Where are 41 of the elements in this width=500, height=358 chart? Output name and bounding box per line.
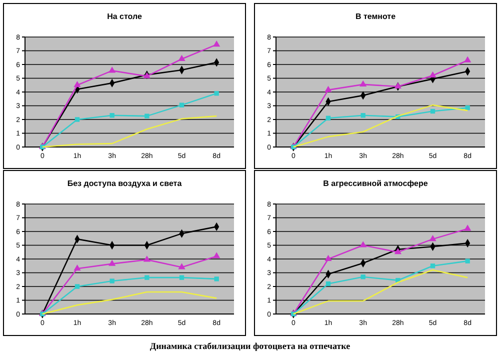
point xyxy=(465,105,470,110)
point xyxy=(360,274,366,280)
point xyxy=(429,234,436,242)
point xyxy=(178,54,186,62)
point xyxy=(430,264,436,268)
point xyxy=(214,276,219,282)
point xyxy=(179,102,184,108)
point xyxy=(74,264,81,271)
point xyxy=(324,254,332,262)
point xyxy=(108,260,116,266)
chart-title: На столе xyxy=(107,12,142,21)
point xyxy=(360,80,367,86)
point xyxy=(464,224,472,231)
point xyxy=(110,278,114,284)
point xyxy=(108,66,116,73)
point xyxy=(324,86,332,92)
point xyxy=(360,241,367,248)
point xyxy=(429,71,436,78)
point xyxy=(179,275,184,280)
point xyxy=(430,108,436,114)
point xyxy=(178,263,186,270)
chart-title: В агрессивной атмосфере xyxy=(323,179,428,188)
point xyxy=(394,248,402,254)
point xyxy=(110,113,114,118)
text: Динамика стабилизации фотоцвета на отпечатке xyxy=(150,341,350,351)
point xyxy=(464,56,472,62)
point xyxy=(465,258,470,264)
point xyxy=(214,91,219,96)
point xyxy=(74,81,81,88)
point xyxy=(326,116,331,120)
point xyxy=(143,256,150,262)
point xyxy=(360,113,366,118)
chart-title: Без доступа воздуха и света xyxy=(67,179,182,188)
point xyxy=(144,114,150,118)
point xyxy=(213,252,220,258)
point xyxy=(213,40,220,47)
point xyxy=(74,117,80,122)
chart-title: В темноте xyxy=(355,12,396,21)
point xyxy=(326,281,331,286)
point xyxy=(74,284,80,289)
point xyxy=(144,275,150,280)
